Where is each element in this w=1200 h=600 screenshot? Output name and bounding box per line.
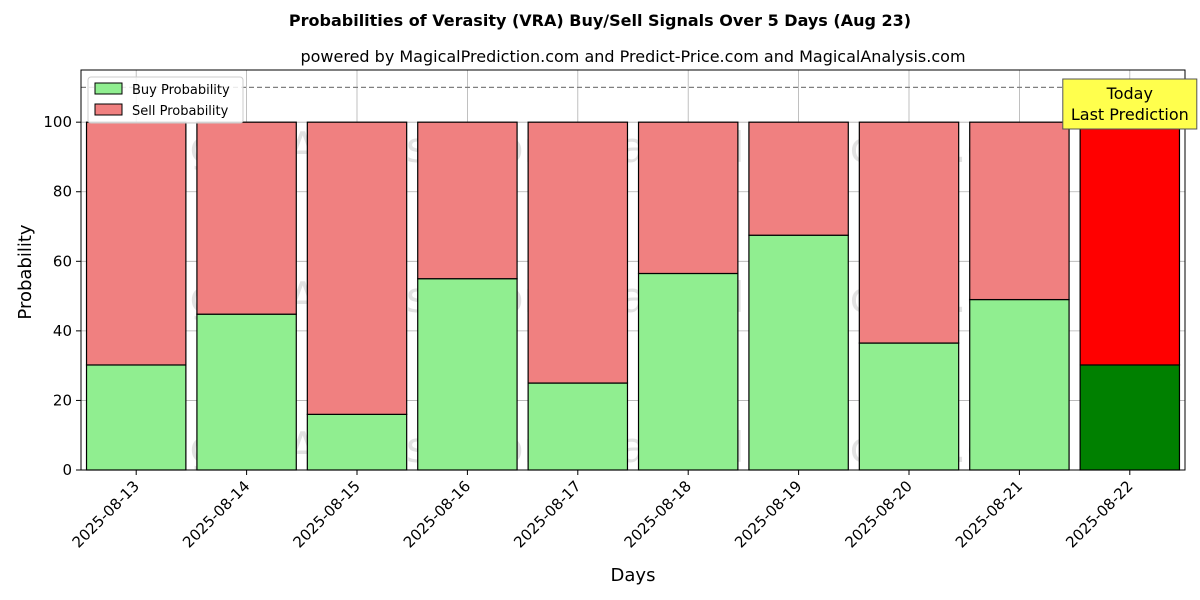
- bar-buy: [858, 342, 960, 471]
- y-tick-label: 60: [53, 252, 72, 270]
- bar-buy: [637, 272, 739, 471]
- y-tick-label: 40: [53, 322, 72, 340]
- bar-buy: [417, 278, 518, 471]
- y-tick-label: 0: [62, 461, 72, 479]
- y-tick-label: 20: [53, 391, 72, 409]
- x-tick-label: 2025-08-15: [289, 477, 363, 551]
- bar-buy: [748, 234, 849, 471]
- bar-buy: [1079, 364, 1181, 471]
- bar-buy: [969, 298, 1070, 471]
- legend-label-buy: Buy Probability: [132, 83, 230, 98]
- x-tick-label: 2025-08-13: [69, 477, 143, 551]
- bar-sell: [858, 121, 960, 344]
- bar-sell: [748, 121, 849, 236]
- annotation-box: [1062, 78, 1198, 130]
- bar-sell: [417, 121, 518, 280]
- x-axis-ticks: 2025-08-13 2025-08-14 2025-08-15 2025-08-16…: [69, 470, 1137, 551]
- bar-sell: [969, 121, 1070, 301]
- legend-swatch-sell: [94, 103, 123, 116]
- x-tick-label: 2025-08-14: [179, 477, 253, 551]
- legend: Buy Probability Sell Probability: [87, 76, 244, 124]
- y-axis-ticks: 0 20 40 60 80 100: [43, 113, 81, 479]
- annotation-line-last-prediction: Last Prediction: [1071, 105, 1189, 124]
- legend-frame: [87, 76, 244, 124]
- legend-swatch-buy: [94, 82, 123, 95]
- bar-buy: [306, 413, 408, 471]
- bar-buy: [527, 382, 629, 471]
- bar-sell: [306, 121, 408, 415]
- chart-title: Probabilities of Verasity (VRA) Buy/Sell…: [289, 11, 911, 30]
- x-tick-label: 2025-08-18: [621, 477, 695, 551]
- bar-sell: [196, 121, 297, 315]
- legend-label-sell: Sell Probability: [132, 104, 229, 119]
- x-tick-label: 2025-08-19: [731, 477, 805, 551]
- bar-buy: [196, 313, 297, 471]
- bar-sell: [527, 121, 629, 384]
- x-tick-label: 2025-08-22: [1062, 477, 1136, 551]
- x-tick-label: 2025-08-16: [400, 477, 474, 551]
- y-tick-label: 80: [53, 183, 72, 201]
- bar-buy: [85, 364, 187, 471]
- bar-sell: [85, 121, 187, 366]
- bars-layer: [85, 121, 1181, 471]
- annotation-line-today: Today: [1106, 84, 1153, 103]
- x-tick-label: 2025-08-17: [510, 477, 584, 551]
- bar-sell: [1079, 121, 1181, 366]
- y-axis-label: Probability: [15, 224, 36, 319]
- plot-frame: [80, 69, 1186, 471]
- x-axis-label: Days: [611, 565, 656, 586]
- x-tick-label: 2025-08-21: [952, 477, 1026, 551]
- x-tick-label: 2025-08-20: [841, 477, 915, 551]
- y-tick-label: 100: [43, 113, 72, 131]
- today-annotation: Today Last Prediction: [1062, 78, 1198, 130]
- bar-sell: [637, 121, 739, 275]
- chart-subtitle: powered by MagicalPrediction.com and Pre…: [300, 47, 965, 66]
